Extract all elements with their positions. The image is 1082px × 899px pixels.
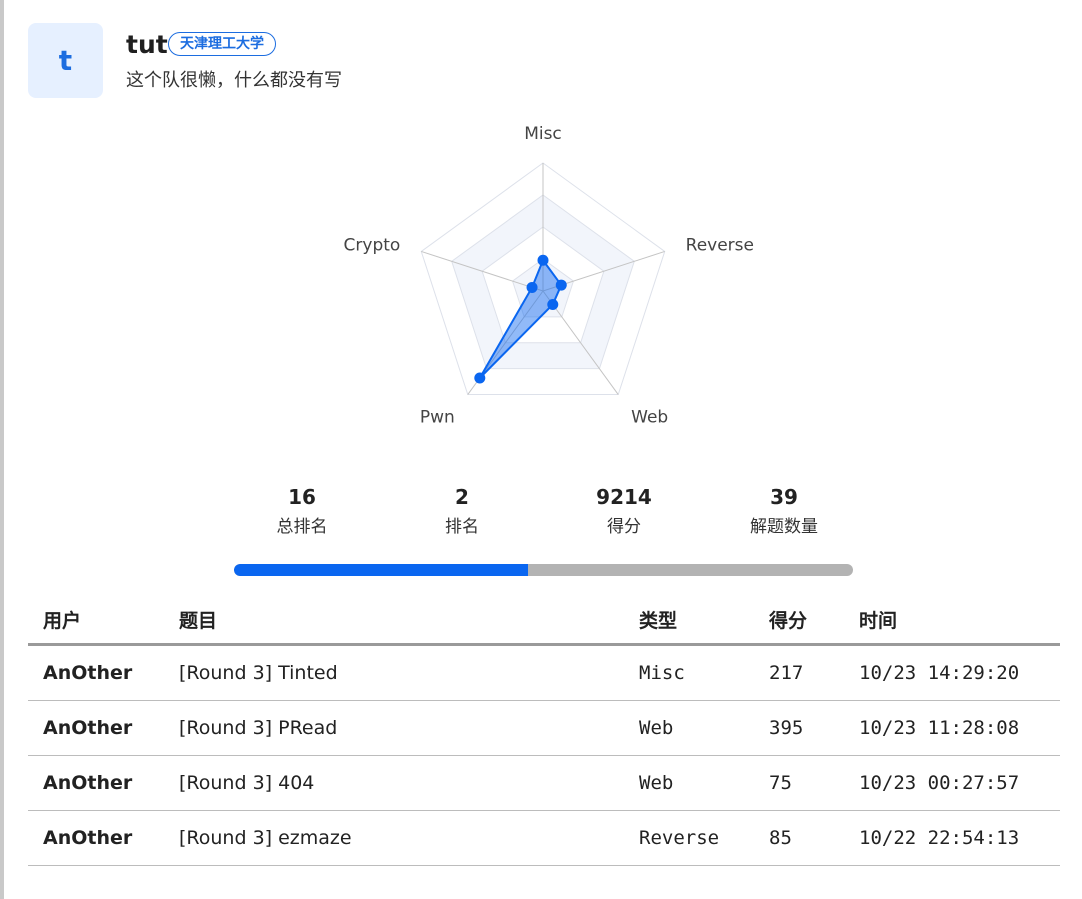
team-name: tut — [126, 30, 168, 59]
left-edge-strip — [0, 0, 4, 899]
radar-point[interactable] — [526, 281, 538, 293]
row-challenge: [Round 3] ezmaze — [179, 810, 639, 866]
table-row: AnOther [Round 3] Tinted Misc 217 10/23 … — [28, 644, 1060, 701]
stat-rank: 2 排名 — [397, 484, 527, 539]
row-time: 10/23 14:29:20 — [859, 644, 1060, 701]
radar-axis-label: Crypto — [344, 236, 401, 256]
row-type: Misc — [639, 644, 769, 701]
avatar-letter: t — [58, 44, 73, 77]
radar-chart: Misc Reverse Web Pwn Crypto — [344, 124, 754, 427]
row-score: 75 — [769, 755, 859, 811]
row-challenge: [Round 3] 404 — [179, 755, 639, 811]
row-time: 10/23 11:28:08 — [859, 700, 1060, 756]
row-type: Reverse — [639, 810, 769, 866]
table-row: AnOther [Round 3] ezmaze Reverse 85 10/2… — [28, 810, 1060, 866]
stat-value: 2 — [455, 485, 469, 509]
stat-label: 得分 — [607, 517, 641, 537]
header-user: 用户 — [28, 596, 179, 646]
team-bio: 这个队很懒，什么都没有写 — [126, 70, 342, 91]
row-score: 217 — [769, 644, 859, 701]
header-score: 得分 — [769, 596, 859, 646]
solves-table: 用户 题目 类型 得分 时间 AnOther [Round 3] Tinted … — [28, 596, 1060, 866]
stat-label: 排名 — [445, 517, 479, 537]
radar-point[interactable] — [537, 254, 549, 266]
table-row: AnOther [Round 3] 404 Web 75 10/23 00:27… — [28, 755, 1060, 811]
table-header-row: 用户 题目 类型 得分 时间 — [28, 596, 1060, 646]
stat-total-rank: 16 总排名 — [237, 484, 367, 539]
table-row: AnOther [Round 3] PRead Web 395 10/23 11… — [28, 700, 1060, 756]
header-type: 类型 — [639, 596, 769, 646]
stat-score: 9214 得分 — [559, 484, 689, 539]
radar-axis-label: Reverse — [686, 236, 754, 256]
header-challenge: 题目 — [179, 596, 639, 646]
header-time: 时间 — [859, 596, 1060, 646]
radar-point[interactable] — [555, 279, 567, 291]
row-user[interactable]: AnOther — [28, 700, 179, 756]
row-user[interactable]: AnOther — [28, 755, 179, 811]
row-time: 10/23 00:27:57 — [859, 755, 1060, 811]
school-badge[interactable]: 天津理工大学 — [168, 32, 276, 56]
stat-label: 解题数量 — [750, 517, 818, 537]
stat-value: 39 — [770, 485, 798, 509]
progress-fill — [234, 564, 529, 576]
row-score: 395 — [769, 700, 859, 756]
team-avatar: t — [28, 23, 103, 98]
row-challenge: [Round 3] PRead — [179, 700, 639, 756]
stat-value: 16 — [288, 485, 316, 509]
stat-label: 总排名 — [276, 517, 328, 537]
radar-axis-label: Pwn — [420, 407, 455, 427]
row-time: 10/22 22:54:13 — [859, 810, 1060, 866]
progress-bar — [234, 564, 853, 576]
stat-solved-count: 39 解题数量 — [719, 484, 849, 539]
radar-spoke — [421, 250, 544, 292]
row-score: 85 — [769, 810, 859, 866]
stat-value: 9214 — [596, 485, 652, 509]
row-challenge: [Round 3] Tinted — [179, 644, 639, 701]
radar-point[interactable] — [547, 298, 559, 310]
row-user[interactable]: AnOther — [28, 810, 179, 866]
row-type: Web — [639, 700, 769, 756]
row-type: Web — [639, 755, 769, 811]
row-user[interactable]: AnOther — [28, 644, 179, 701]
radar-point[interactable] — [474, 372, 486, 384]
radar-axis-label: Misc — [524, 124, 562, 144]
radar-axis-label: Web — [631, 407, 668, 427]
